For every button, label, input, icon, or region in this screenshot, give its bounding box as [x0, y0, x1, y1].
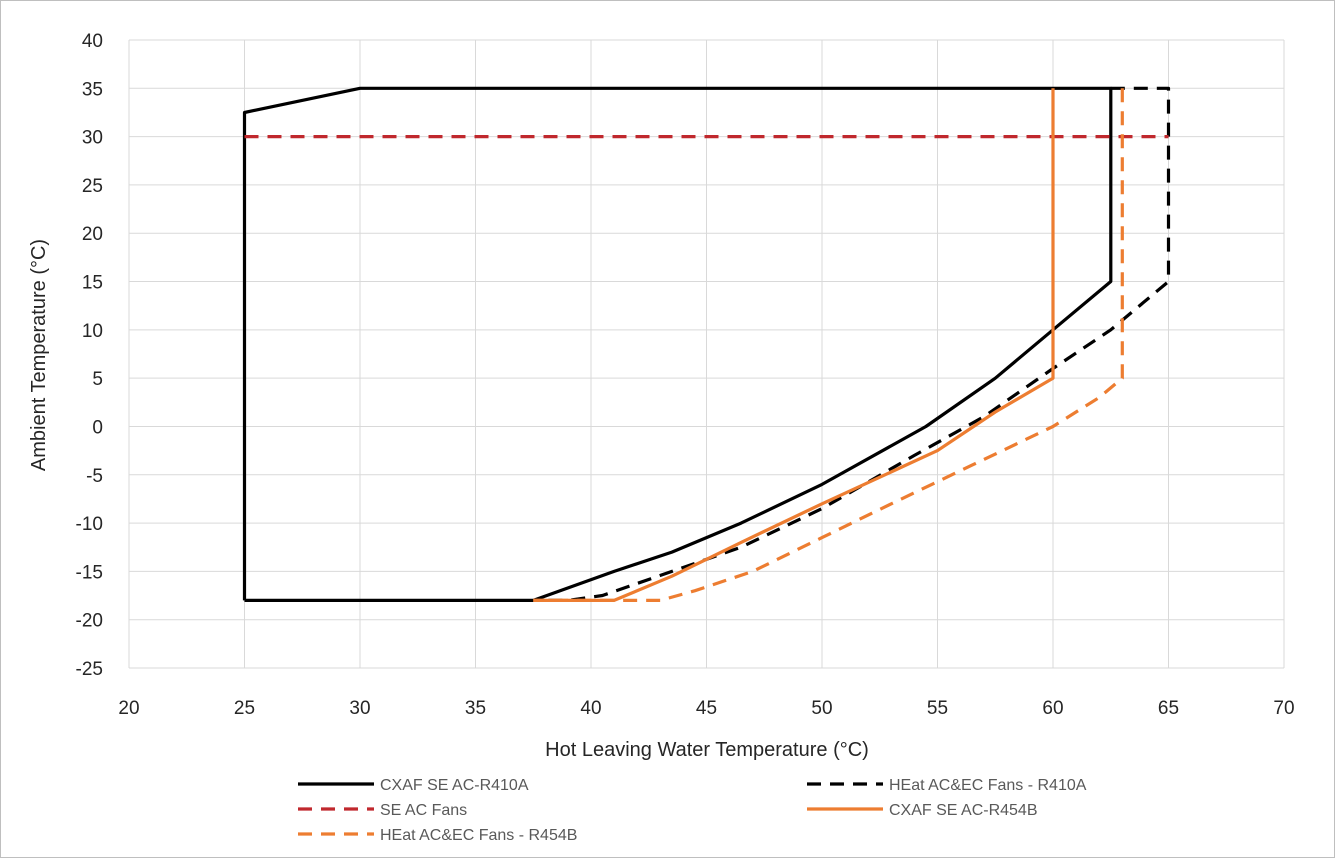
y-tick-label: 0 — [92, 417, 103, 438]
y-tick-label: -10 — [76, 514, 103, 535]
legend-label-4: CXAF SE AC-R454B — [889, 802, 1038, 819]
x-tick-labels: 20 25 30 35 40 45 50 55 60 65 70 — [118, 698, 1294, 719]
x-tick-label: 25 — [234, 698, 255, 719]
series-line-5 — [533, 88, 1124, 603]
y-tick-label: 20 — [82, 224, 103, 245]
x-tick-label: 60 — [1042, 698, 1063, 719]
y-axis-title: Ambient Temperature (°C) — [28, 239, 50, 471]
y-tick-label: 30 — [82, 128, 103, 149]
x-axis-title: Hot Leaving Water Temperature (°C) — [545, 739, 869, 761]
series-line-4 — [533, 88, 1055, 603]
legend-label-3: SE AC Fans — [380, 802, 467, 819]
x-tick-label: 45 — [696, 698, 717, 719]
x-tick-label: 65 — [1158, 698, 1179, 719]
series-line-2 — [533, 86, 1171, 603]
y-tick-label: -15 — [76, 562, 103, 583]
x-tick-label: 20 — [118, 698, 139, 719]
y-tick-label: 35 — [82, 79, 103, 100]
x-tick-label: 40 — [580, 698, 601, 719]
y-tick-label: 15 — [82, 273, 103, 294]
legend-label-2: HEat AC&EC Fans - R410A — [889, 777, 1087, 794]
x-tick-label: 70 — [1273, 698, 1294, 719]
gridlines — [128, 39, 1285, 669]
series-line-1 — [242, 86, 1113, 603]
x-tick-label: 35 — [465, 698, 486, 719]
legend-label-5: HEat AC&EC Fans - R454B — [380, 827, 577, 844]
legend-label-1: CXAF SE AC-R410A — [380, 777, 529, 794]
legend: CXAF SE AC-R410A HEat AC&EC Fans - R410A S… — [298, 777, 1087, 844]
data-series — [242, 86, 1171, 603]
y-tick-label: 10 — [82, 321, 103, 342]
y-tick-label: -25 — [76, 659, 103, 680]
y-tick-label: 5 — [92, 369, 103, 390]
x-tick-label: 55 — [927, 698, 948, 719]
x-tick-label: 30 — [349, 698, 370, 719]
x-tick-label: 50 — [811, 698, 832, 719]
y-tick-labels: 40 35 30 25 20 15 10 5 0 -5 -10 -15 -20 -25 — [76, 31, 103, 680]
y-tick-label: 40 — [82, 31, 103, 52]
y-tick-label: -5 — [86, 466, 103, 487]
y-tick-label: -20 — [76, 611, 103, 632]
y-tick-label: 25 — [82, 176, 103, 197]
